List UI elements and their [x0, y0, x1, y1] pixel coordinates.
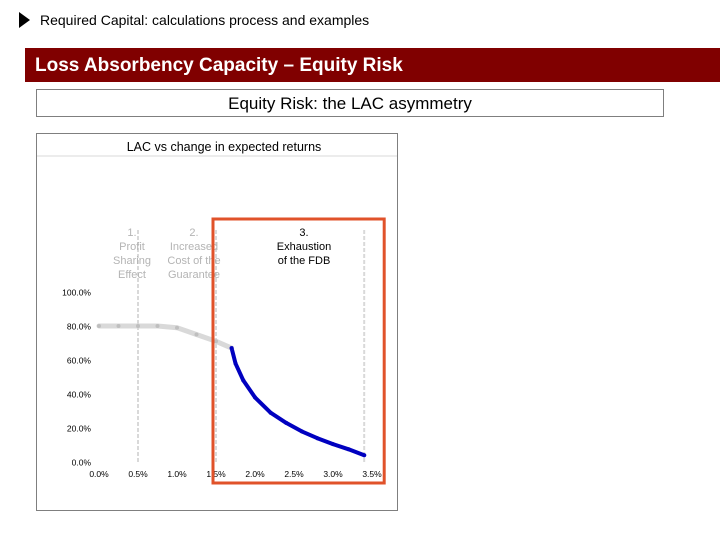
chart-container: LAC vs change in expected returns 1. Profi…: [36, 133, 398, 511]
data-point: [194, 332, 199, 337]
header-title: Required Capital: calculations process a…: [40, 12, 370, 28]
subtitle-text: Equity Risk: the LAC asymmetry: [228, 94, 472, 113]
header-bar: Required Capital: calculations process a…: [0, 0, 720, 40]
data-point: [155, 324, 160, 328]
data-point: [116, 324, 121, 328]
data-point: [315, 436, 320, 441]
x-tick-label: 0.5%: [128, 469, 148, 479]
x-tick-label: 1.0%: [167, 469, 187, 479]
x-tick-label: 0.0%: [89, 469, 109, 479]
zone-label: Exhaustion: [277, 241, 331, 253]
banner-title: Loss Absorbency Capacity – Equity Risk: [35, 55, 403, 76]
x-tick-label: 2.5%: [284, 469, 304, 479]
zone-label: Increased: [170, 241, 218, 253]
data-point: [241, 378, 246, 383]
lac-chart: LAC vs change in expected returns 1. Profi…: [37, 134, 397, 485]
data-point: [346, 447, 351, 452]
y-tick-label: 80.0%: [67, 322, 92, 332]
x-tick-label: 3.5%: [362, 469, 382, 479]
series-line-dark: [229, 346, 367, 458]
zone-label: 1.: [127, 227, 136, 239]
play-triangle-icon: [19, 12, 30, 28]
zone-label: Profit: [119, 241, 145, 253]
y-tick-label: 40.0%: [67, 390, 92, 400]
zone-label: 2.: [189, 227, 198, 239]
data-point: [268, 410, 273, 415]
zone-3-highlight-frame: [211, 217, 386, 485]
data-point: [233, 361, 238, 366]
data-point: [136, 324, 140, 328]
x-tick-label: 2.0%: [245, 469, 265, 479]
x-tick-label: 1.5%: [206, 469, 226, 479]
chart-title-strip: [37, 134, 397, 156]
data-point: [362, 453, 367, 458]
zone-label: Effect: [118, 269, 146, 281]
section-banner: Loss Absorbency Capacity – Equity Risk: [25, 48, 720, 82]
zone-label: 3.: [299, 227, 308, 239]
y-tick-label: 20.0%: [67, 424, 92, 434]
y-tick-label: 0.0%: [72, 458, 92, 468]
x-tick-label: 3.0%: [323, 469, 343, 479]
chart-title: LAC vs change in expected returns: [127, 140, 322, 154]
data-point: [214, 339, 218, 344]
y-tick-label: 60.0%: [67, 356, 92, 366]
zone-label: Cost of the: [167, 255, 220, 267]
data-point: [284, 420, 289, 425]
data-point: [299, 429, 304, 434]
data-point: [229, 346, 234, 351]
data-point: [97, 324, 101, 328]
y-tick-label: 100.0%: [62, 288, 91, 298]
data-point: [253, 395, 257, 400]
subtitle-box: Equity Risk: the LAC asymmetry: [36, 89, 664, 117]
data-point: [331, 442, 335, 447]
zone-label: of the FDB: [278, 255, 331, 267]
data-point: [175, 325, 179, 330]
zone-label: Sharing: [113, 255, 151, 267]
zone-label: Guarantee: [168, 269, 220, 281]
